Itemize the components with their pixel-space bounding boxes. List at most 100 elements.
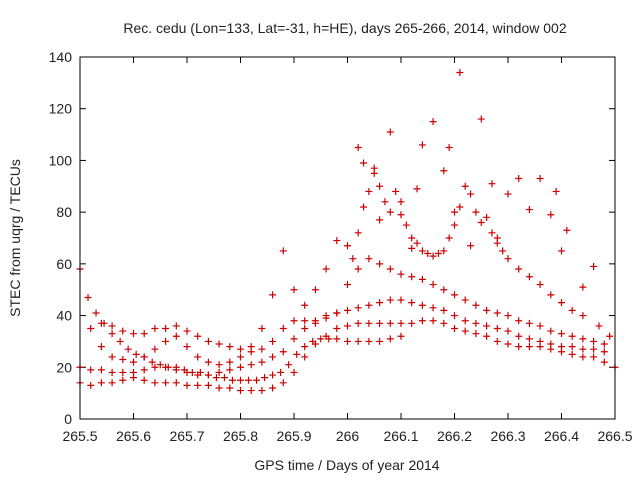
data-point: [360, 203, 368, 211]
data-point: [386, 208, 394, 216]
data-point: [108, 330, 116, 338]
data-point: [472, 330, 480, 338]
data-point: [504, 340, 512, 348]
x-tick-label: 265.8: [223, 428, 258, 444]
data-point: [269, 371, 277, 379]
data-point: [402, 221, 410, 229]
x-tick-label: 266.2: [437, 428, 472, 444]
data-point: [424, 250, 432, 258]
data-point: [563, 226, 571, 234]
data-point: [354, 319, 362, 327]
data-point: [568, 343, 576, 351]
data-point: [429, 317, 437, 325]
data-point: [515, 343, 523, 351]
data-point: [606, 332, 614, 340]
data-point: [140, 366, 148, 374]
data-point: [354, 144, 362, 151]
data-point: [92, 309, 100, 317]
data-point: [130, 358, 137, 366]
data-point: [386, 319, 394, 327]
data-point: [547, 291, 555, 299]
data-point: [547, 340, 555, 348]
data-point: [440, 286, 448, 294]
data-point: [365, 319, 373, 327]
data-point: [162, 337, 170, 345]
data-point: [354, 265, 362, 273]
data-point: [130, 330, 137, 338]
data-point: [228, 376, 236, 384]
data-point: [547, 327, 555, 335]
plot-frame: [79, 56, 616, 420]
data-point: [525, 343, 533, 351]
data-point: [413, 239, 421, 247]
x-tick-label: 266.5: [597, 428, 632, 444]
data-point: [333, 237, 341, 245]
data-point: [215, 384, 223, 392]
data-point: [344, 281, 351, 289]
data-point: [461, 317, 469, 325]
y-tick-label: 120: [49, 101, 73, 117]
data-point: [376, 260, 384, 268]
data-point: [456, 69, 464, 77]
data-point: [445, 144, 453, 151]
data-point: [365, 337, 373, 345]
data-point: [386, 335, 394, 343]
data-point: [558, 343, 565, 351]
data-point: [322, 314, 330, 322]
data-point: [434, 250, 442, 258]
data-point: [429, 252, 437, 260]
data-point: [595, 322, 603, 330]
data-point: [451, 291, 458, 299]
data-point: [172, 379, 180, 387]
data-point: [376, 216, 384, 224]
data-point: [344, 337, 351, 345]
data-point: [279, 379, 287, 387]
data-point: [87, 325, 95, 332]
data-point: [172, 366, 180, 374]
data-point: [204, 358, 212, 366]
data-point: [558, 299, 565, 307]
data-point: [194, 353, 202, 361]
data-point: [183, 381, 191, 389]
data-point: [504, 327, 512, 335]
data-point: [344, 242, 351, 250]
data-point: [451, 312, 458, 320]
data-point: [472, 301, 480, 309]
data-point: [467, 242, 475, 250]
data-point: [237, 376, 244, 384]
data-point: [333, 325, 341, 332]
data-point: [290, 335, 298, 343]
data-point: [290, 317, 298, 325]
data-point: [418, 317, 426, 325]
data-point: [525, 206, 533, 214]
data-point: [493, 309, 501, 317]
data-point: [87, 366, 95, 374]
data-point: [212, 374, 220, 382]
data-point: [590, 353, 598, 361]
data-point: [194, 371, 202, 379]
data-point: [253, 376, 261, 384]
data-point: [151, 325, 159, 332]
data-point: [151, 363, 159, 371]
data-point: [381, 198, 389, 206]
data-point: [376, 299, 384, 307]
data-point: [344, 322, 351, 330]
data-point: [397, 270, 405, 278]
data-point: [317, 335, 325, 343]
data-point: [162, 379, 170, 387]
data-point: [148, 358, 156, 366]
data-point: [108, 322, 116, 330]
data-point: [600, 358, 608, 366]
data-point: [418, 247, 426, 255]
data-point: [247, 348, 255, 356]
data-point: [429, 304, 437, 312]
data-point: [536, 322, 544, 330]
data-point: [461, 296, 469, 304]
data-point: [269, 337, 277, 345]
data-point: [311, 340, 319, 348]
data-point: [418, 141, 426, 149]
data-point: [301, 317, 309, 325]
data-point: [194, 332, 202, 340]
data-point: [311, 286, 319, 294]
data-point: [451, 325, 458, 332]
